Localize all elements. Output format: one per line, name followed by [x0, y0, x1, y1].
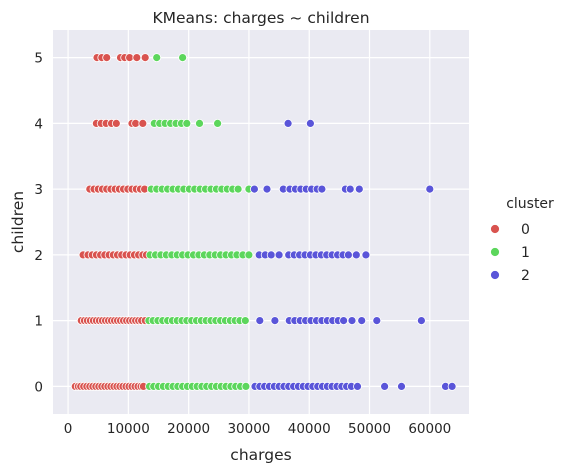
data-point: [213, 119, 223, 128]
series-cluster-1: [144, 53, 254, 391]
data-point: [372, 316, 382, 326]
data-point: [140, 53, 150, 62]
x-tick-label: 50000: [348, 421, 391, 437]
data-point: [305, 119, 315, 128]
data-point: [182, 119, 192, 128]
data-point: [244, 250, 254, 260]
data-point: [111, 119, 121, 128]
data-point: [317, 184, 327, 194]
y-tick-label: 4: [34, 116, 43, 132]
y-tick-label: 1: [34, 314, 43, 330]
data-point: [397, 381, 406, 391]
data-point: [270, 316, 280, 326]
data-point: [255, 316, 265, 326]
data-point: [343, 250, 353, 260]
legend-label: 0: [521, 222, 530, 238]
chart-title: KMeans: charges ~ children: [152, 9, 369, 27]
data-point: [339, 316, 349, 326]
data-point: [353, 381, 362, 391]
y-tick-label: 2: [34, 248, 43, 264]
legend-marker: [490, 247, 500, 257]
data-point: [345, 184, 355, 194]
x-axis-label: charges: [230, 446, 291, 464]
x-tick-label: 20000: [167, 421, 210, 437]
x-tick-label: 10000: [107, 421, 150, 437]
data-point: [195, 119, 204, 128]
y-tick-label: 0: [34, 379, 43, 395]
data-point: [351, 250, 361, 260]
series-cluster-2: [249, 119, 457, 391]
data-point: [249, 184, 259, 194]
x-tick-label: 40000: [288, 421, 331, 437]
data-point: [266, 250, 276, 260]
data-point: [354, 184, 364, 194]
x-tick-labels: 0 10000 20000 30000 40000 50000 60000: [64, 421, 452, 437]
data-point: [262, 184, 272, 194]
x-tick-label: 30000: [227, 421, 270, 437]
data-point: [178, 53, 188, 62]
y-tick-label: 3: [34, 182, 43, 198]
legend-marker: [490, 270, 500, 280]
data-point: [425, 184, 435, 194]
data-point: [233, 184, 243, 194]
data-point: [416, 316, 426, 326]
plot-background: [53, 30, 469, 414]
data-point: [380, 381, 390, 391]
data-point: [132, 53, 142, 62]
data-point: [102, 53, 112, 62]
x-tick-label: 0: [64, 421, 73, 437]
legend-marker: [490, 224, 500, 234]
data-point: [138, 119, 148, 128]
data-points: [70, 53, 457, 391]
legend-title: cluster: [506, 196, 554, 212]
data-point: [241, 381, 251, 391]
legend: cluster 0 1 2: [490, 196, 554, 284]
x-tick-label: 60000: [408, 421, 451, 437]
legend-label: 1: [521, 245, 530, 261]
legend-label: 2: [521, 268, 530, 284]
y-tick-labels: 0 1 2 3 4 5: [34, 51, 43, 396]
data-point: [347, 316, 357, 326]
y-tick-label: 5: [34, 51, 43, 67]
data-point: [361, 250, 371, 260]
data-point: [357, 316, 367, 326]
data-point: [283, 119, 293, 128]
data-point: [240, 316, 250, 326]
y-axis-label: children: [9, 191, 27, 253]
data-point: [274, 250, 284, 260]
data-point: [152, 53, 162, 62]
data-point: [447, 381, 457, 391]
